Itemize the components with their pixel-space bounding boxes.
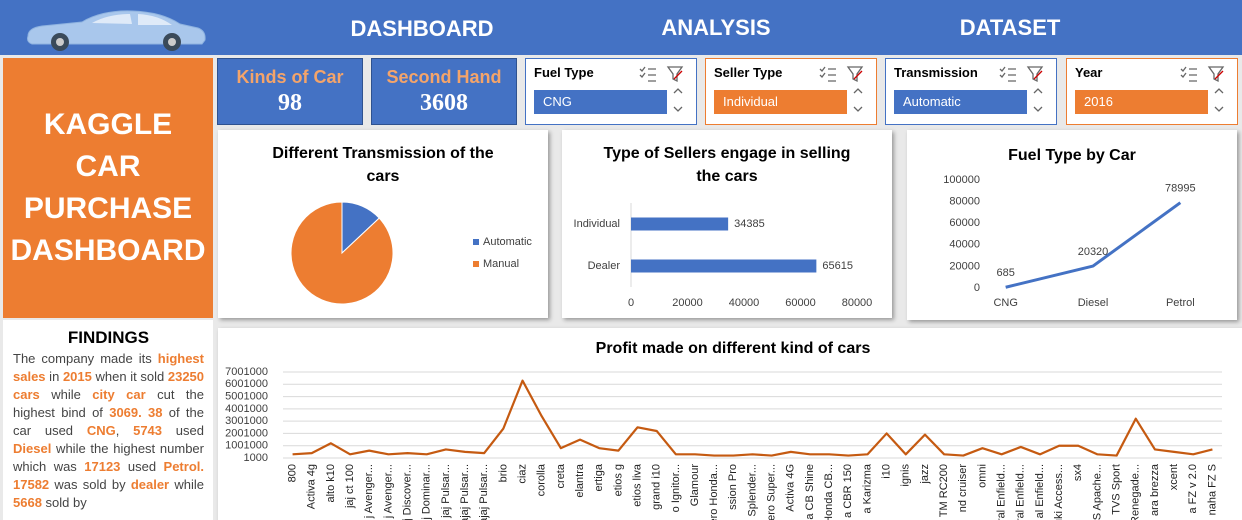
findings-segment: dealer bbox=[130, 477, 170, 492]
kpi-label: Second Hand bbox=[386, 67, 502, 87]
nav-analysis[interactable]: ANALYSIS bbox=[661, 15, 771, 40]
findings-segment: The company made its bbox=[13, 351, 158, 366]
slicer-item[interactable]: 2016 bbox=[1075, 90, 1208, 114]
slicer-controls[interactable] bbox=[1175, 61, 1235, 121]
slicer-item[interactable]: Automatic bbox=[894, 90, 1027, 114]
findings-segment: 5743 bbox=[133, 423, 163, 438]
findings-segment: 2015 bbox=[62, 369, 92, 384]
nav-dataset[interactable]: DATASET bbox=[959, 15, 1061, 40]
findings-segment: sold by bbox=[41, 495, 87, 510]
findings-segment: while bbox=[39, 387, 93, 402]
chart-title: Fuel Type by Car bbox=[1008, 147, 1136, 164]
findings-segment: cut the highest bind of bbox=[13, 387, 204, 420]
nav-dashboard[interactable]: DASHBOARD bbox=[350, 16, 494, 41]
bar-panel: Type of Sellers engage in selling the ca… bbox=[562, 130, 892, 318]
chart-title: Profit made on different kind of cars bbox=[595, 340, 871, 357]
findings-segment: , bbox=[115, 423, 134, 438]
kpi-value: 3608 bbox=[420, 90, 468, 116]
findings-segment: 17582 bbox=[13, 477, 50, 492]
kpi-card: Second Hand 3608 bbox=[371, 58, 517, 125]
slicer-item[interactable]: CNG bbox=[534, 90, 667, 114]
findings-text: The company made its highest sales in 20… bbox=[13, 350, 204, 512]
findings-segment: in bbox=[45, 369, 63, 384]
line-panel: Fuel Type by Car bbox=[907, 130, 1237, 320]
findings-segment: Petrol. bbox=[163, 459, 204, 474]
slicer-label: Transmission bbox=[894, 65, 978, 80]
dashboard-title: KAGGLE CAR PURCHASE DASHBOARD bbox=[3, 58, 213, 318]
slicer-item[interactable]: Individual bbox=[714, 90, 847, 114]
kpi-card: Kinds of Car 98 bbox=[217, 58, 363, 125]
findings-title: FINDINGS bbox=[67, 328, 150, 347]
slicer-label: Fuel Type bbox=[534, 65, 594, 80]
findings-panel: FINDINGS The company made its highest sa… bbox=[3, 320, 213, 520]
slicer: Transmission Automatic bbox=[885, 58, 1057, 125]
findings-segment: 5668 bbox=[13, 495, 42, 510]
slicer-controls[interactable] bbox=[994, 61, 1054, 121]
chart-title: Different Transmission of the cars bbox=[272, 145, 494, 185]
kpi-label: Kinds of Car bbox=[236, 67, 344, 87]
findings-segment: highest sales bbox=[13, 351, 204, 384]
slicer-controls[interactable] bbox=[634, 61, 694, 121]
slicer: Seller Type Individual bbox=[705, 58, 877, 125]
findings-segment: 17123 bbox=[84, 459, 121, 474]
findings-segment: Diesel bbox=[13, 441, 52, 456]
findings-segment: was sold by bbox=[49, 477, 131, 492]
car-icon bbox=[27, 10, 206, 51]
profit-panel: Profit made on different kind of cars bbox=[218, 328, 1242, 520]
header-bar: DASHBOARD ANALYSIS DATASET bbox=[0, 0, 1242, 55]
findings-segment: when it sold bbox=[91, 369, 168, 384]
findings-segment: 3069. 38 bbox=[109, 405, 163, 420]
findings-segment: CNG bbox=[86, 423, 116, 438]
slicer-label: Seller Type bbox=[714, 65, 783, 80]
findings-segment: of the car used bbox=[13, 405, 204, 438]
findings-segment: used bbox=[120, 459, 164, 474]
findings-segment: while bbox=[169, 477, 204, 492]
findings-segment: used bbox=[162, 423, 204, 438]
kpi-value: 98 bbox=[278, 90, 302, 116]
slicer: Fuel Type CNG bbox=[525, 58, 697, 125]
findings-segment: 23250 cars bbox=[13, 369, 205, 402]
pie-panel: Different Transmission of the cars bbox=[218, 130, 548, 318]
slicer: Year 2016 bbox=[1066, 58, 1238, 125]
title-text: KAGGLE CAR PURCHASE DASHBOARD bbox=[10, 108, 206, 267]
findings-segment: city car bbox=[92, 387, 146, 402]
slicer-controls[interactable] bbox=[814, 61, 874, 121]
chart-title: Type of Sellers engage in selling the ca… bbox=[603, 145, 851, 185]
slicer-label: Year bbox=[1075, 65, 1103, 80]
findings-segment: while the highest number which was bbox=[13, 441, 204, 474]
